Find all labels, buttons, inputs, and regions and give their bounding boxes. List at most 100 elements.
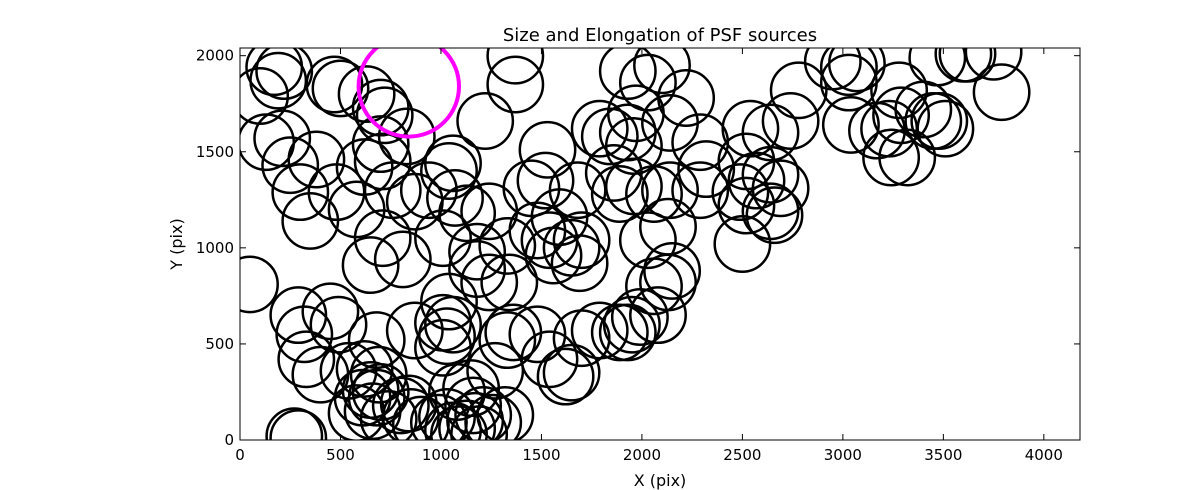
source-marker — [311, 59, 370, 118]
source-marker — [677, 140, 736, 199]
source-marker — [536, 347, 595, 406]
source-marker — [448, 240, 507, 298]
y-tick-label: 500 — [205, 335, 234, 353]
source-marker — [741, 145, 800, 204]
marker-layer — [240, 48, 1031, 440]
source-marker — [385, 301, 444, 360]
source-marker — [598, 48, 657, 101]
source-marker — [438, 399, 497, 440]
source-marker — [542, 343, 601, 402]
source-marker — [277, 330, 336, 389]
source-marker — [713, 215, 772, 273]
source-marker — [872, 86, 931, 145]
source-marker — [337, 65, 396, 124]
source-marker — [508, 305, 567, 364]
source-marker — [351, 115, 410, 174]
source-marker — [349, 345, 408, 404]
source-marker — [745, 186, 804, 245]
source-marker — [964, 48, 1023, 81]
source-marker — [240, 255, 279, 314]
source-marker — [727, 151, 786, 210]
x-tick-label: 2500 — [723, 446, 761, 464]
source-marker — [657, 69, 716, 127]
source-marker — [542, 218, 601, 277]
x-tick-label: 3000 — [824, 446, 862, 464]
y-tick-label: 1000 — [196, 239, 234, 257]
y-tick-label: 0 — [224, 431, 234, 449]
chart-title: Size and Elongation of PSF sources — [503, 25, 817, 46]
source-marker — [265, 407, 324, 440]
source-marker — [717, 176, 776, 235]
source-marker — [629, 286, 687, 345]
source-marker — [460, 253, 519, 312]
source-marker — [516, 151, 575, 210]
source-marker — [484, 303, 543, 362]
source-marker — [442, 359, 501, 418]
highlight-layer — [356, 48, 461, 139]
source-marker — [819, 48, 878, 97]
source-marker — [335, 339, 394, 398]
source-marker — [287, 130, 346, 189]
source-marker — [371, 376, 430, 435]
source-marker — [633, 48, 691, 95]
source-marker — [466, 341, 525, 400]
y-tick-label: 2000 — [196, 47, 234, 65]
source-marker — [255, 48, 314, 101]
source-marker — [456, 92, 515, 150]
source-marker — [347, 311, 406, 370]
source-marker — [606, 84, 665, 143]
source-marker — [671, 161, 730, 220]
source-marker — [478, 216, 537, 275]
source-marker — [916, 99, 975, 158]
source-marker — [448, 222, 507, 281]
source-marker — [355, 86, 414, 145]
source-marker — [478, 311, 537, 370]
source-marker — [518, 120, 577, 179]
highlight-marker — [356, 48, 461, 139]
x-tick-label: 1500 — [522, 446, 560, 464]
source-marker — [414, 318, 472, 377]
source-marker — [269, 409, 328, 440]
x-axis-ticks: 0 500 1000 1500 2000 2500 3000 3500 4000 — [235, 48, 1063, 464]
source-marker — [870, 61, 929, 120]
source-marker — [711, 163, 770, 222]
source-marker — [269, 286, 328, 345]
source-marker — [741, 103, 800, 162]
source-marker — [590, 165, 649, 223]
source-marker — [353, 209, 412, 268]
source-marker — [821, 95, 880, 154]
source-marker — [351, 363, 410, 421]
y-tick-label: 1500 — [196, 143, 234, 161]
source-marker — [424, 134, 482, 193]
source-marker — [420, 272, 478, 331]
source-marker — [894, 80, 953, 139]
source-marker — [552, 211, 611, 270]
source-marker — [353, 132, 412, 191]
plot-frame — [239, 47, 1081, 441]
source-marker — [618, 53, 677, 112]
source-marker — [438, 184, 497, 243]
source-marker — [426, 168, 484, 227]
source-marker — [625, 165, 683, 223]
source-marker — [819, 53, 878, 112]
source-marker — [590, 303, 649, 362]
source-marker — [610, 288, 669, 346]
source-marker — [341, 236, 400, 295]
source-marker — [570, 99, 629, 158]
source-marker — [639, 197, 697, 256]
source-marker — [271, 163, 330, 222]
x-tick-label: 2000 — [623, 446, 661, 464]
source-marker — [910, 92, 969, 150]
x-tick-label: 4000 — [1025, 446, 1063, 464]
source-marker — [486, 48, 545, 85]
source-marker — [450, 405, 509, 440]
source-marker — [377, 107, 436, 166]
source-marker — [281, 191, 340, 250]
source-marker — [418, 387, 476, 440]
source-marker — [261, 136, 320, 195]
x-tick-label: 1000 — [422, 446, 460, 464]
source-marker — [418, 307, 476, 366]
y-axis-ticks: 0 500 1000 1500 2000 — [196, 47, 1080, 449]
source-marker — [240, 67, 290, 125]
